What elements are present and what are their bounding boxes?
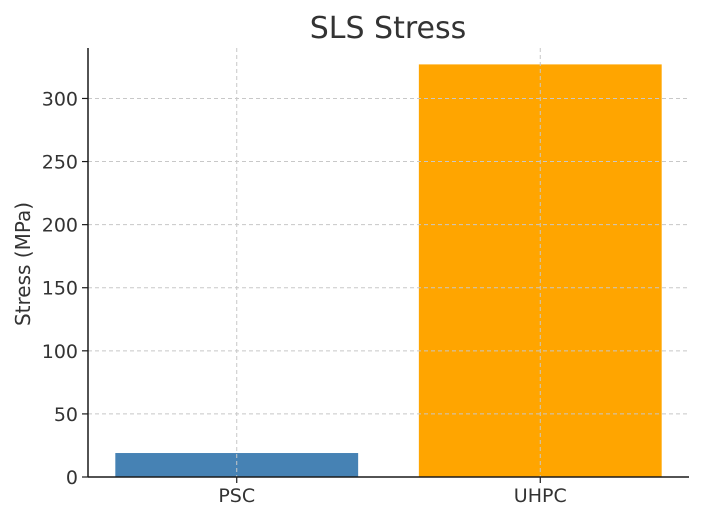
- y-tick-label: 250: [42, 152, 78, 174]
- y-tick-label: 50: [54, 404, 78, 426]
- y-tick-label: 200: [42, 215, 78, 237]
- x-ticks: PSC UHPC: [218, 477, 567, 507]
- y-axis-label: Stress (MPa): [11, 202, 35, 326]
- y-tick-label: 300: [42, 88, 78, 110]
- x-tick-label: UHPC: [514, 485, 567, 507]
- y-ticks: 0 50 100 150 200 250 300: [42, 88, 88, 489]
- chart-title: SLS Stress: [310, 11, 467, 46]
- gridlines: [88, 48, 689, 477]
- axes: [87, 48, 689, 478]
- y-tick-label: 150: [42, 278, 78, 300]
- bar-psc: [115, 453, 359, 477]
- bars: [115, 64, 662, 477]
- y-tick-label: 100: [42, 341, 78, 363]
- y-tick-label: 0: [66, 467, 78, 489]
- x-tick-label: PSC: [218, 485, 255, 507]
